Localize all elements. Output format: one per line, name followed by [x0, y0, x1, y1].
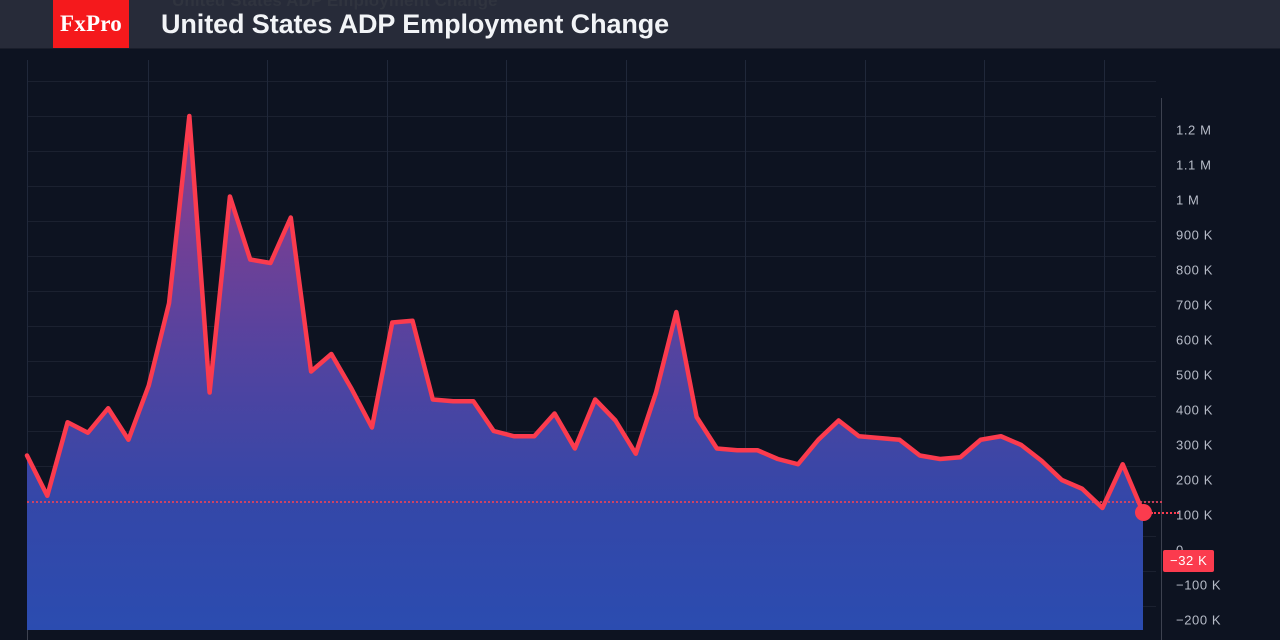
last-value-connector — [1151, 512, 1179, 515]
gridline-horizontal — [27, 361, 1156, 362]
y-axis-tick-label: −100 K — [1176, 577, 1222, 593]
page-title: United States ADP Employment Change — [161, 8, 670, 39]
y-axis-tick-label: 200 K — [1176, 472, 1213, 488]
gridline-horizontal — [27, 186, 1156, 187]
y-axis-tick-label: 0 — [1176, 543, 1184, 558]
last-value-badge: −32 K — [1163, 550, 1215, 573]
gridline-vertical — [745, 60, 746, 620]
gridline-vertical — [27, 60, 28, 620]
adp-employment-change-area-series — [24, 113, 1146, 630]
gridline-horizontal — [27, 326, 1156, 327]
page-header: United States ADP Employment Change FxPr… — [0, 0, 1280, 49]
gridline-horizontal — [27, 396, 1156, 397]
y-axis-tick-label: 300 K — [1176, 437, 1213, 453]
gridline-vertical — [506, 60, 507, 620]
y-axis-tick-label: 900 K — [1176, 227, 1213, 243]
plot-region — [24, 60, 1179, 630]
gridline-vertical — [865, 60, 866, 620]
y-axis-tick-label: 700 K — [1176, 297, 1213, 313]
logo-text: FxPro — [60, 11, 122, 36]
last-value-marker — [1135, 504, 1151, 520]
gridline-horizontal — [27, 81, 1156, 82]
gridline-vertical — [984, 60, 985, 620]
gridline-vertical — [148, 60, 149, 620]
gridline-horizontal — [27, 151, 1156, 152]
y-axis-right-line — [1161, 98, 1162, 640]
y-axis-tick-label: 1.2 M — [1176, 122, 1212, 138]
fxpro-logo: FxPro — [53, 0, 129, 48]
gridline-horizontal — [27, 116, 1156, 117]
y-axis-tick-label: 1.1 M — [1176, 157, 1212, 173]
gridline-horizontal — [27, 291, 1156, 292]
gridline-vertical — [626, 60, 627, 620]
chart-canvas: 1.2 M 1.1 M 1 M 900 K 800 K 700 K 600 K 500 K 40… — [0, 49, 1280, 640]
y-axis-tick-label: 600 K — [1176, 332, 1213, 348]
gridline-horizontal — [27, 256, 1156, 257]
y-axis-tick-label: 1 M — [1176, 192, 1200, 208]
y-axis-tick-label: 100 K — [1176, 507, 1213, 523]
zero-reference-line — [27, 501, 1162, 503]
y-axis-tick-label: 800 K — [1176, 262, 1213, 278]
y-axis-tick-label: −200 K — [1176, 612, 1222, 628]
gridline-vertical — [1104, 60, 1105, 620]
y-axis-tick-label: 500 K — [1176, 367, 1213, 383]
gridline-horizontal — [27, 221, 1156, 222]
y-axis-tick-label: 400 K — [1176, 402, 1213, 418]
